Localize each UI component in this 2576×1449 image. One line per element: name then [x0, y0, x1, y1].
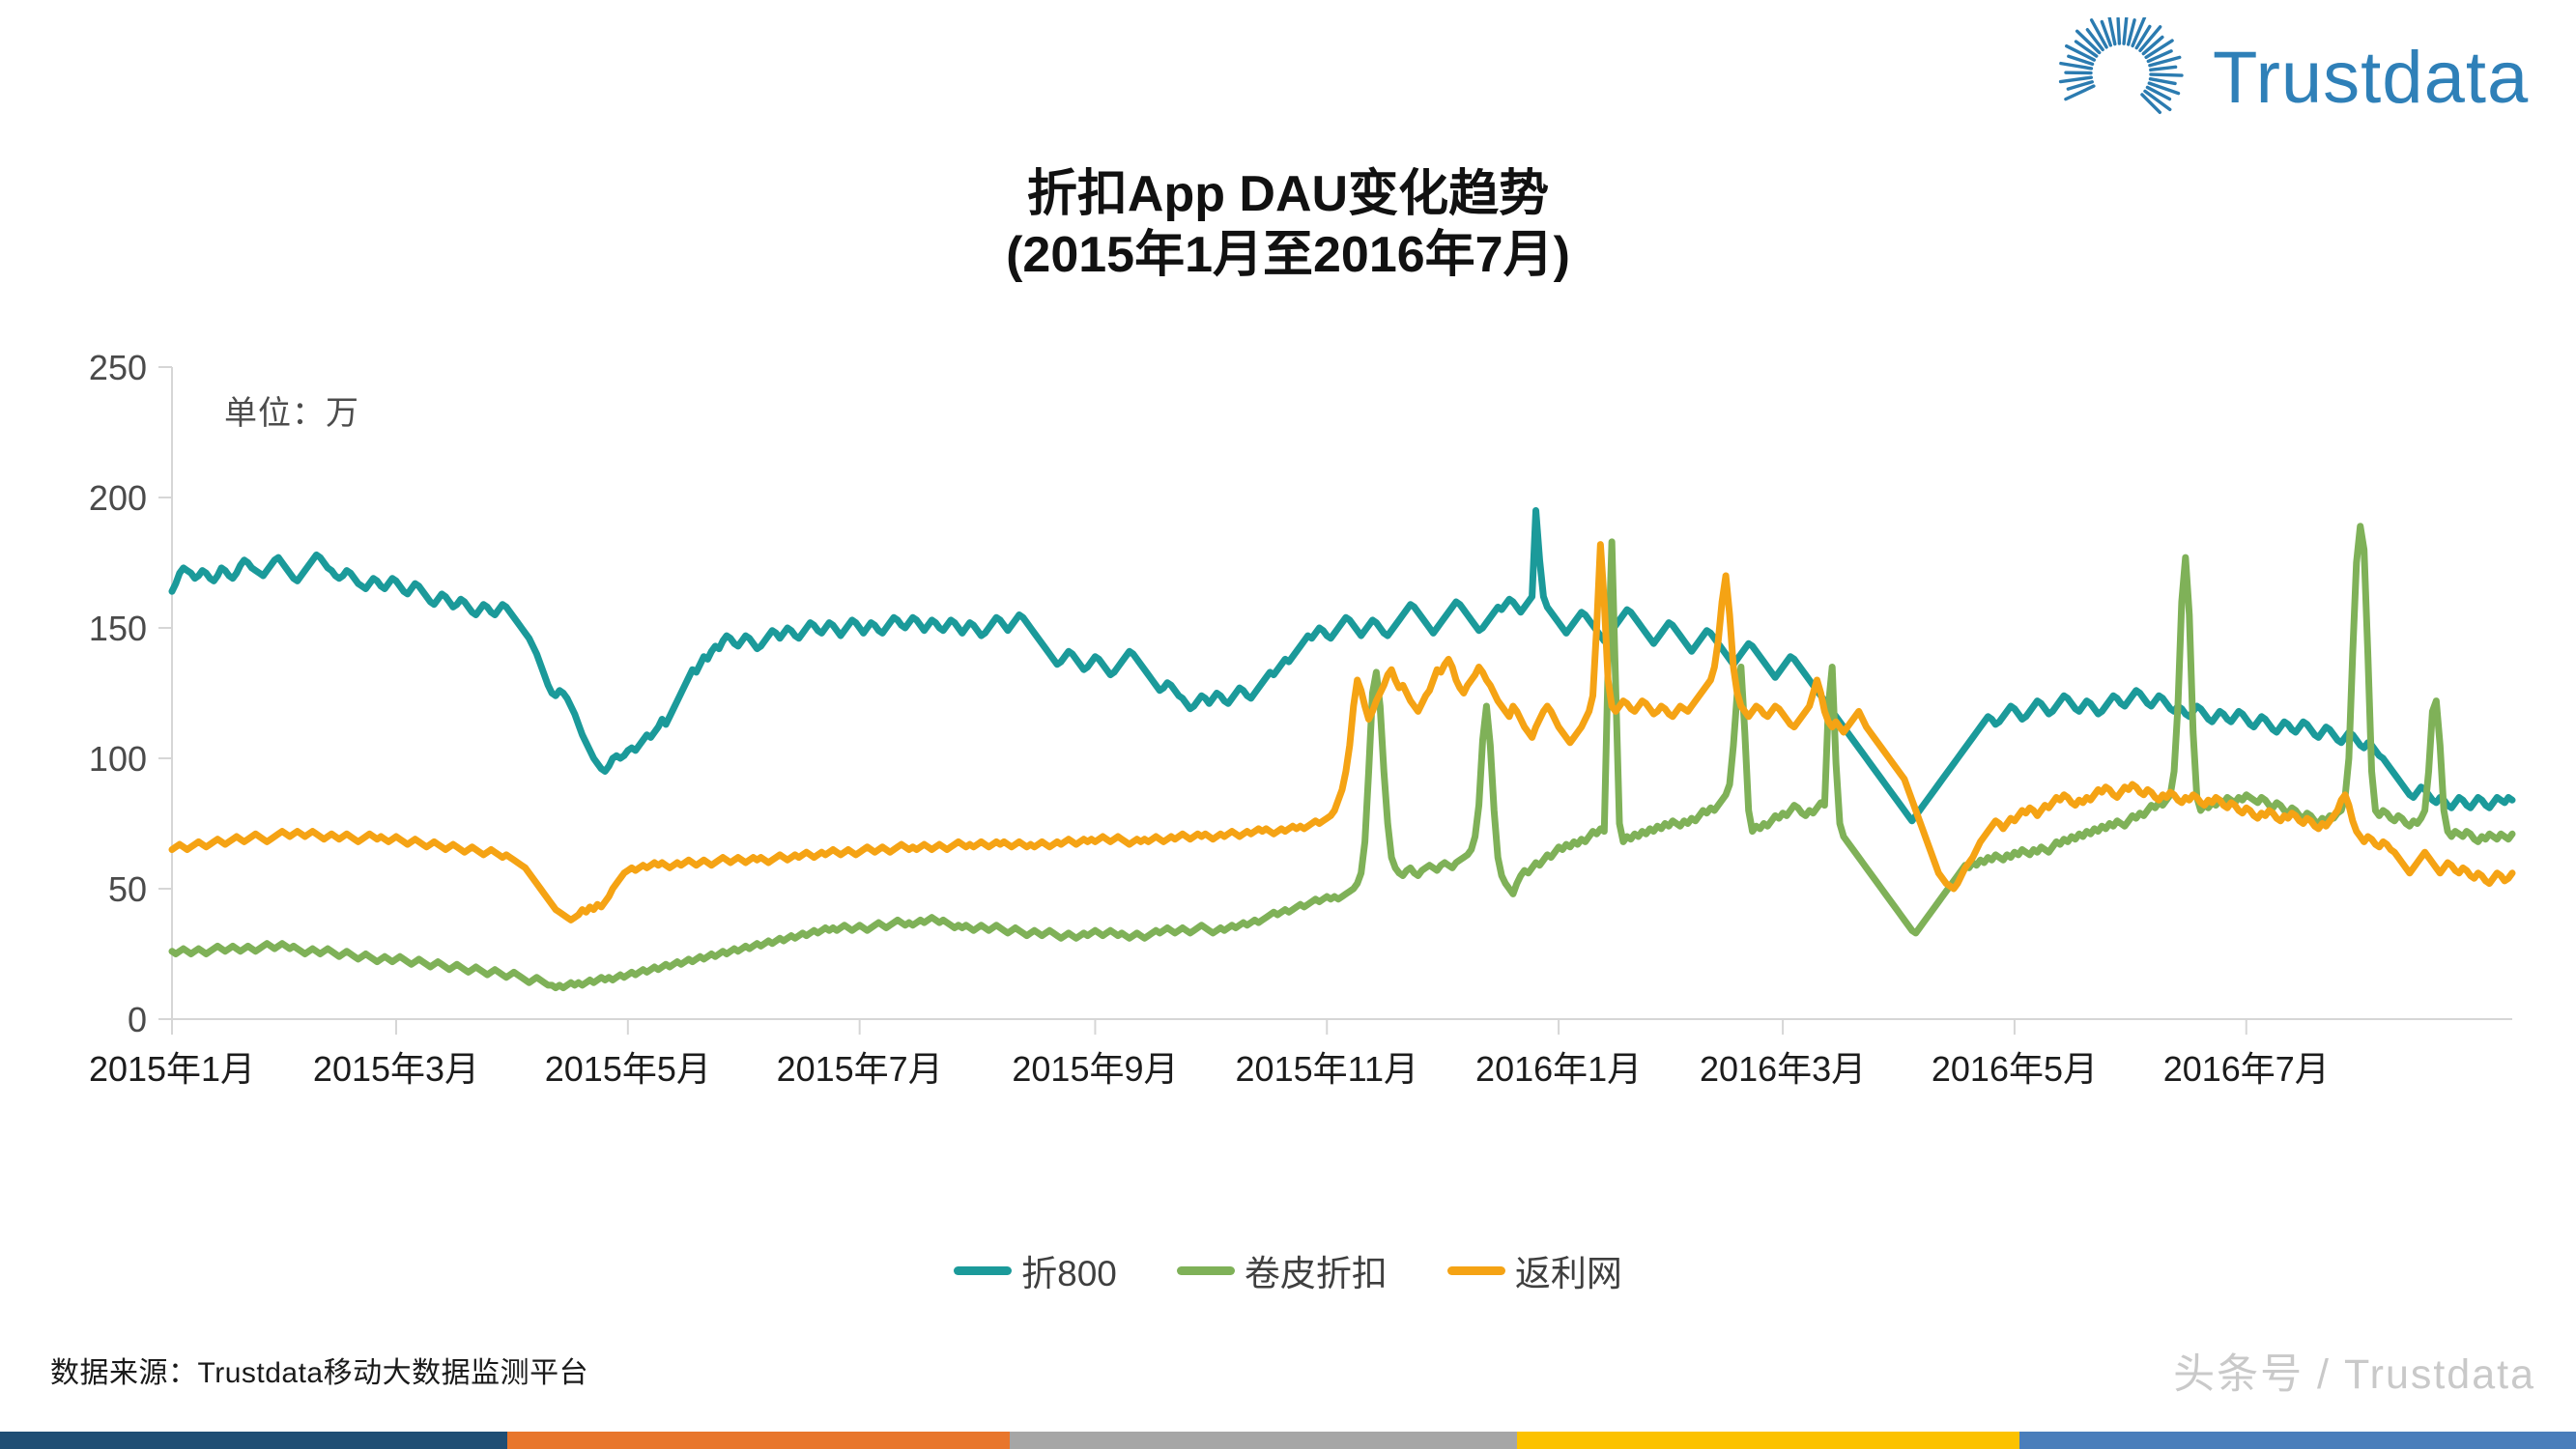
data-source-note: 数据来源：Trustdata移动大数据监测平台	[50, 1357, 589, 1389]
legend-swatch-2	[1446, 1265, 1505, 1275]
title-line-2: (2015年1月至2016年7月)	[1006, 227, 1570, 284]
page-title: 折扣App DAU变化趋势 (2015年1月至2016年7月)	[0, 164, 2576, 287]
segment-gray	[1010, 1432, 1517, 1449]
x-tick-label: 2016年3月	[1700, 1049, 1866, 1089]
series-line-1	[168, 523, 2516, 992]
x-tick-label: 2015年11月	[1236, 1049, 1418, 1089]
title-line-1: 折扣App DAU变化趋势	[1026, 166, 1550, 222]
y-tick-label: 0	[128, 1000, 147, 1039]
watermark-text: 头条号 / Trustdata	[2173, 1351, 2535, 1398]
legend-label-2: 返利网	[1514, 1254, 1622, 1293]
x-tick-label: 2015年9月	[1012, 1049, 1178, 1089]
segment-navy	[0, 1432, 507, 1449]
y-tick-label: 200	[89, 478, 147, 518]
x-tick-label: 2016年5月	[1932, 1049, 2098, 1089]
segment-yellow	[1517, 1432, 2019, 1449]
sunburst-icon	[2058, 17, 2184, 115]
y-tick-label: 50	[108, 869, 147, 909]
legend-item-1[interactable]: 卷皮折扣	[1176, 1244, 1388, 1296]
legend-swatch-0	[954, 1265, 1013, 1275]
x-tick-label: 2015年3月	[313, 1049, 479, 1089]
legend-label-1: 卷皮折扣	[1244, 1254, 1388, 1293]
y-tick-label: 250	[89, 348, 147, 387]
legend-item-2[interactable]: 返利网	[1446, 1244, 1622, 1296]
legend-swatch-1	[1176, 1265, 1235, 1275]
unit-annotation: 单位：万	[224, 395, 359, 432]
bottom-color-bar	[0, 1432, 2576, 1449]
series-line-2	[168, 541, 2516, 923]
x-tick-label: 2015年7月	[777, 1049, 943, 1089]
series-line-0	[168, 507, 2516, 825]
brand-text: Trustdata	[2213, 37, 2529, 119]
legend-item-0[interactable]: 折800	[954, 1244, 1117, 1296]
y-tick-label: 100	[89, 739, 147, 779]
chart-legend: 折800 卷皮折扣 返利网	[0, 1244, 2576, 1296]
x-tick-label: 2015年1月	[89, 1049, 255, 1089]
trustdata-logo: Trustdata	[2019, 17, 2561, 124]
x-tick-label: 2015年5月	[545, 1049, 711, 1089]
x-tick-label: 2016年1月	[1475, 1049, 1642, 1089]
segment-blue	[2019, 1432, 2576, 1449]
legend-label-0: 折800	[1021, 1254, 1117, 1293]
segment-orange	[507, 1432, 1010, 1449]
x-tick-label: 2016年7月	[2163, 1049, 2330, 1089]
y-tick-label: 150	[89, 609, 147, 648]
dau-trend-line-chart: 0 50 100 150 200 250 2015年1月 2015年3月 2015年5月 2015…	[0, 348, 2576, 1217]
